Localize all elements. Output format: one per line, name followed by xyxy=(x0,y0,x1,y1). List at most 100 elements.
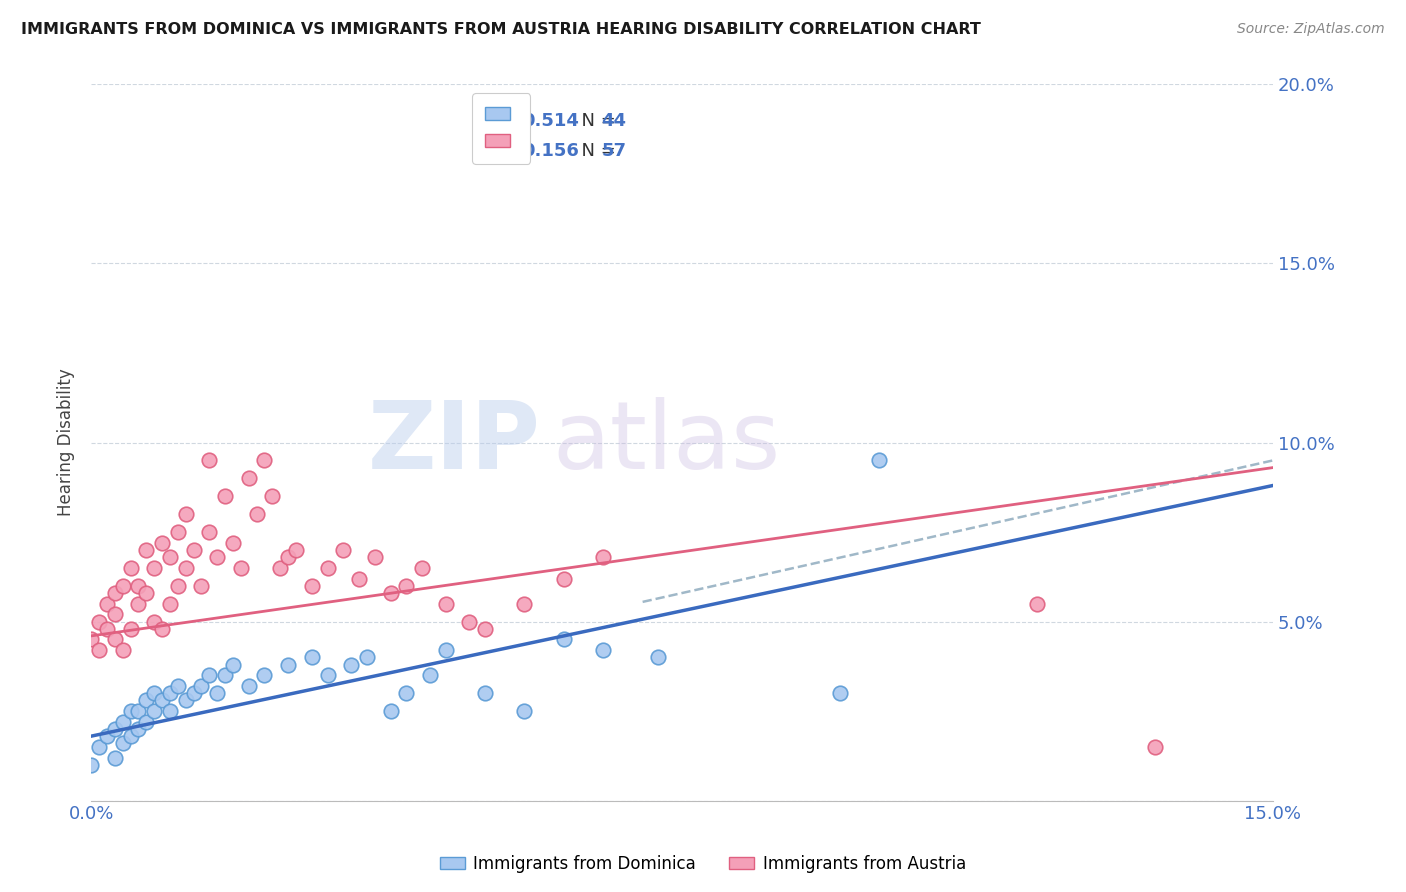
Point xyxy=(347,572,370,586)
Point xyxy=(190,579,212,593)
Point xyxy=(166,579,188,593)
Point xyxy=(205,550,228,565)
Point xyxy=(143,704,166,718)
Point xyxy=(96,729,118,743)
Text: N =: N = xyxy=(569,142,621,160)
Point xyxy=(553,572,575,586)
Point xyxy=(592,550,614,565)
Point xyxy=(301,650,323,665)
Point xyxy=(238,679,260,693)
Point xyxy=(183,543,205,558)
Point xyxy=(253,453,276,467)
Point xyxy=(198,453,221,467)
Point xyxy=(868,453,890,467)
Point xyxy=(174,507,197,521)
Point xyxy=(87,643,110,657)
Point xyxy=(120,622,142,636)
Point xyxy=(150,622,173,636)
Point xyxy=(647,650,669,665)
Point xyxy=(340,657,363,672)
Point xyxy=(150,536,173,550)
Legend: , : , xyxy=(472,94,530,164)
Point xyxy=(301,579,323,593)
Point xyxy=(96,622,118,636)
Point xyxy=(1143,739,1166,754)
Point xyxy=(395,686,418,700)
Point xyxy=(127,579,149,593)
Point xyxy=(166,524,188,539)
Text: 0.156: 0.156 xyxy=(523,142,579,160)
Point xyxy=(277,657,299,672)
Point xyxy=(513,704,536,718)
Point xyxy=(159,686,181,700)
Point xyxy=(135,714,157,729)
Point xyxy=(111,643,134,657)
Point xyxy=(592,643,614,657)
Point xyxy=(87,739,110,754)
Point xyxy=(104,750,127,764)
Point xyxy=(127,597,149,611)
Point xyxy=(127,722,149,736)
Point xyxy=(183,686,205,700)
Point xyxy=(285,543,308,558)
Point xyxy=(104,607,127,622)
Point xyxy=(553,632,575,647)
Point xyxy=(159,550,181,565)
Point xyxy=(316,561,339,575)
Point xyxy=(269,561,291,575)
Text: 0.514: 0.514 xyxy=(523,112,579,129)
Point xyxy=(150,693,173,707)
Point xyxy=(229,561,252,575)
Text: R =: R = xyxy=(499,112,538,129)
Point xyxy=(316,668,339,682)
Point xyxy=(96,597,118,611)
Text: 44: 44 xyxy=(602,112,627,129)
Point xyxy=(205,686,228,700)
Point xyxy=(111,736,134,750)
Point xyxy=(166,679,188,693)
Point xyxy=(214,489,236,503)
Text: Source: ZipAtlas.com: Source: ZipAtlas.com xyxy=(1237,22,1385,37)
Point xyxy=(104,586,127,600)
Text: 57: 57 xyxy=(602,142,627,160)
Point xyxy=(364,550,387,565)
Point xyxy=(111,714,134,729)
Point xyxy=(513,597,536,611)
Point xyxy=(104,632,127,647)
Point xyxy=(111,579,134,593)
Point xyxy=(434,597,457,611)
Point xyxy=(198,668,221,682)
Text: N =: N = xyxy=(569,112,621,129)
Point xyxy=(120,561,142,575)
Point xyxy=(1025,597,1047,611)
Text: ZIP: ZIP xyxy=(367,397,540,489)
Point xyxy=(277,550,299,565)
Point xyxy=(80,632,103,647)
Point xyxy=(474,686,496,700)
Y-axis label: Hearing Disability: Hearing Disability xyxy=(58,368,75,516)
Point xyxy=(159,597,181,611)
Point xyxy=(104,722,127,736)
Point xyxy=(190,679,212,693)
Point xyxy=(419,668,441,682)
Point xyxy=(198,524,221,539)
Point xyxy=(238,471,260,485)
Point xyxy=(80,757,103,772)
Point xyxy=(174,561,197,575)
Point xyxy=(214,668,236,682)
Point xyxy=(434,643,457,657)
Point xyxy=(159,704,181,718)
Point xyxy=(135,693,157,707)
Point xyxy=(143,561,166,575)
Point xyxy=(262,489,284,503)
Point xyxy=(380,704,402,718)
Point xyxy=(253,668,276,682)
Point xyxy=(395,579,418,593)
Point xyxy=(143,615,166,629)
Point xyxy=(246,507,269,521)
Point xyxy=(174,693,197,707)
Text: IMMIGRANTS FROM DOMINICA VS IMMIGRANTS FROM AUSTRIA HEARING DISABILITY CORRELATI: IMMIGRANTS FROM DOMINICA VS IMMIGRANTS F… xyxy=(21,22,981,37)
Text: R =: R = xyxy=(499,142,538,160)
Point xyxy=(828,686,851,700)
Point xyxy=(332,543,354,558)
